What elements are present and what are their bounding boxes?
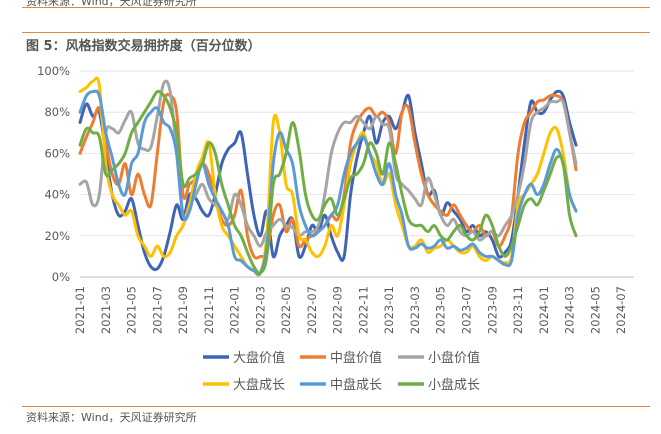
x-tick-label: 2022-07 xyxy=(305,286,319,334)
series-lines xyxy=(78,76,578,277)
legend-item: 中盘成长 xyxy=(300,377,382,393)
x-tick-label: 2022-01 xyxy=(228,286,242,334)
legend-label: 小盘成长 xyxy=(428,377,480,393)
legend-label: 小盘价值 xyxy=(428,350,480,366)
legend-label: 中盘价值 xyxy=(330,350,382,366)
x-tick-label: 2022-09 xyxy=(331,286,345,334)
x-tick-label: 2023-09 xyxy=(485,286,499,334)
x-tick-label: 2024-03 xyxy=(563,286,577,334)
x-tick-label: 2024-01 xyxy=(537,286,551,334)
y-tick-label: 20% xyxy=(44,229,70,243)
source-divider xyxy=(22,406,650,407)
x-tick-label: 2023-03 xyxy=(408,286,422,334)
y-tick-label: 60% xyxy=(44,146,70,160)
title-divider xyxy=(22,32,650,33)
legend-item: 小盘价值 xyxy=(398,350,480,366)
x-tick-label: 2022-03 xyxy=(253,286,267,334)
legend-item: 小盘成长 xyxy=(398,377,480,393)
y-tick-label: 40% xyxy=(44,188,70,202)
legend-item: 大盘成长 xyxy=(203,377,285,393)
x-tick-label: 2021-09 xyxy=(176,286,190,334)
x-tick-label: 2023-05 xyxy=(434,286,448,334)
x-tick-label: 2021-05 xyxy=(125,286,139,334)
y-tick-label: 0% xyxy=(52,270,70,284)
legend-item: 中盘价值 xyxy=(300,350,382,366)
top-source-note: 资料来源：Wind，天风证券研究所 xyxy=(26,0,197,8)
x-tick-label: 2023-11 xyxy=(511,286,525,334)
y-axis-ticks: 0% 20% 40% 60% 80% 100% xyxy=(37,64,70,284)
top-divider xyxy=(22,7,650,8)
legend-label: 大盘价值 xyxy=(233,350,285,366)
legend-label: 大盘成长 xyxy=(233,377,285,393)
source-note: 资料来源：Wind，天风证券研究所 xyxy=(26,411,197,424)
x-axis-ticks: 2021-01 2021-03 2021-05 2021-07 2021-09 2021-… xyxy=(73,286,628,334)
series-line-小盘成长 xyxy=(78,89,578,275)
x-tick-label: 2023-07 xyxy=(460,286,474,334)
x-tick-label: 2022-05 xyxy=(279,286,293,334)
x-tick-label: 2024-07 xyxy=(614,286,628,334)
legend-label: 中盘成长 xyxy=(330,377,382,393)
x-tick-label: 2021-07 xyxy=(150,286,164,334)
x-tick-label: 2021-03 xyxy=(99,286,113,334)
x-tick-label: 2024-05 xyxy=(588,286,602,334)
x-tick-label: 2021-11 xyxy=(202,286,216,334)
figure-title: 图 5：风格指数交易拥挤度（百分位数） xyxy=(26,39,261,54)
y-tick-label: 100% xyxy=(37,64,70,78)
x-tick-label: 2022-11 xyxy=(356,286,370,334)
series-line-中盘成长 xyxy=(78,89,578,276)
y-tick-label: 80% xyxy=(44,105,70,119)
legend-item: 大盘价值 xyxy=(203,350,285,366)
x-tick-label: 2023-01 xyxy=(382,286,396,334)
x-tick-label: 2021-01 xyxy=(73,286,87,334)
